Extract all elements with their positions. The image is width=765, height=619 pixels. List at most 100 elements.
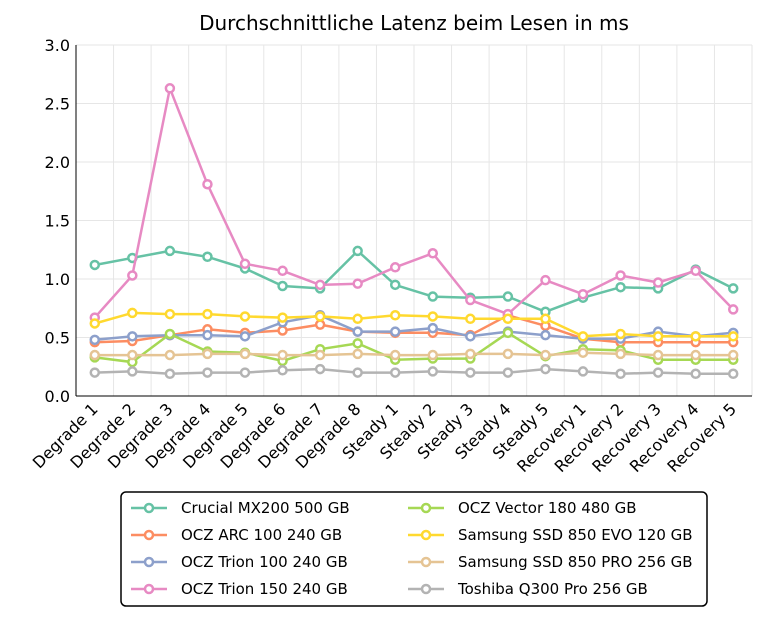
legend-item: Samsung SSD 850 PRO 256 GB — [408, 553, 693, 571]
legend-label: Samsung SSD 850 EVO 120 GB — [458, 526, 693, 544]
data-point — [314, 363, 326, 375]
data-point — [502, 367, 514, 378]
data-point — [277, 280, 288, 292]
data-point — [727, 368, 739, 380]
series-line — [93, 87, 735, 319]
data-point — [727, 283, 739, 294]
data-point — [164, 83, 176, 94]
data-point — [652, 367, 664, 378]
data-point — [89, 334, 101, 346]
data-point — [615, 281, 626, 293]
legend-swatch-marker — [143, 502, 155, 514]
y-tick-label: 1.5 — [45, 212, 70, 231]
series-line — [94, 314, 734, 344]
data-point — [690, 331, 701, 342]
data-point — [352, 367, 363, 378]
legend-swatch-marker — [143, 556, 155, 568]
series-line — [94, 331, 734, 364]
data-point — [389, 262, 401, 273]
legend: Crucial MX200 500 GB OCZ ARC 100 240 GB OC… — [120, 491, 708, 607]
data-point — [352, 326, 363, 337]
data-point — [465, 348, 476, 360]
legend-swatch-marker — [143, 529, 155, 541]
data-point — [202, 348, 213, 360]
data-point — [314, 279, 326, 291]
legend-item: Crucial MX200 500 GB — [131, 499, 350, 517]
series-line — [94, 249, 734, 314]
data-point — [540, 313, 551, 325]
data-point — [465, 313, 476, 325]
data-point — [652, 331, 664, 342]
data-point — [389, 326, 401, 337]
data-point — [127, 307, 138, 319]
y-axis: 0.0 0.5 1.0 1.5 2.0 2.5 3.0 — [45, 36, 77, 406]
data-point — [314, 319, 326, 330]
y-tick-label: 1.0 — [45, 270, 70, 289]
series-lines — [89, 83, 739, 380]
data-point — [352, 245, 363, 257]
data-point — [277, 349, 288, 361]
legend-box — [120, 491, 708, 607]
data-point — [615, 368, 626, 380]
data-point — [314, 311, 326, 322]
legend-label: Toshiba Q300 Pro 256 GB — [457, 580, 648, 598]
data-point — [164, 328, 176, 340]
data-point — [427, 291, 439, 302]
data-point — [389, 349, 401, 361]
chart-title: Durchschnittliche Latenz beim Lesen in m… — [199, 11, 629, 35]
data-point — [690, 368, 701, 380]
legend-label: OCZ Vector 180 480 GB — [458, 499, 637, 517]
y-tick-label: 2.5 — [45, 95, 70, 114]
series-line — [94, 314, 734, 342]
data-point — [502, 291, 514, 302]
data-point — [727, 304, 739, 315]
data-point — [465, 294, 476, 306]
data-point — [540, 274, 551, 286]
data-point — [202, 329, 213, 341]
data-point — [502, 313, 514, 325]
data-point — [202, 178, 213, 190]
data-point — [164, 368, 176, 380]
series — [89, 347, 739, 361]
data-point — [427, 311, 439, 322]
series — [89, 245, 739, 318]
data-point — [427, 248, 439, 259]
data-point — [615, 270, 626, 281]
data-point — [389, 310, 401, 321]
data-point — [577, 331, 589, 342]
data-point — [239, 258, 251, 270]
data-point — [89, 318, 101, 329]
legend-swatch-marker — [143, 583, 155, 595]
data-point — [352, 313, 363, 325]
data-point — [577, 347, 589, 358]
data-point — [690, 349, 701, 361]
data-point — [727, 331, 739, 342]
data-point — [277, 325, 288, 336]
data-point — [239, 367, 251, 378]
series — [89, 307, 739, 342]
data-point — [127, 349, 138, 361]
legend-item: OCZ Trion 150 240 GB — [131, 580, 348, 598]
data-point — [89, 367, 101, 378]
legend-label: Crucial MX200 500 GB — [181, 499, 350, 517]
data-point — [540, 329, 551, 341]
data-point — [277, 312, 288, 323]
legend-item: Toshiba Q300 Pro 256 GB — [408, 580, 648, 598]
y-tick-label: 0.5 — [45, 329, 70, 348]
legend-item: Samsung SSD 850 EVO 120 GB — [408, 526, 693, 544]
data-point — [164, 308, 176, 320]
legend-label: OCZ Trion 150 240 GB — [181, 580, 348, 598]
data-point — [239, 348, 251, 360]
data-point — [577, 288, 589, 300]
data-point — [202, 251, 213, 263]
data-point — [127, 331, 138, 342]
data-point — [164, 245, 176, 257]
data-point — [690, 265, 701, 277]
series-line — [94, 351, 734, 357]
data-point — [389, 279, 401, 291]
data-point — [164, 349, 176, 361]
data-point — [202, 308, 213, 320]
legend-swatch-marker — [420, 583, 432, 595]
y-tick-label: 3.0 — [45, 36, 70, 55]
